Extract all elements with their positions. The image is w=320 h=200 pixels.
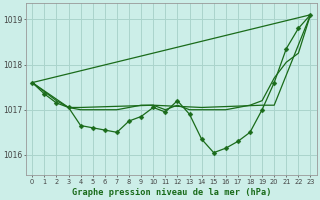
X-axis label: Graphe pression niveau de la mer (hPa): Graphe pression niveau de la mer (hPa)	[72, 188, 271, 197]
